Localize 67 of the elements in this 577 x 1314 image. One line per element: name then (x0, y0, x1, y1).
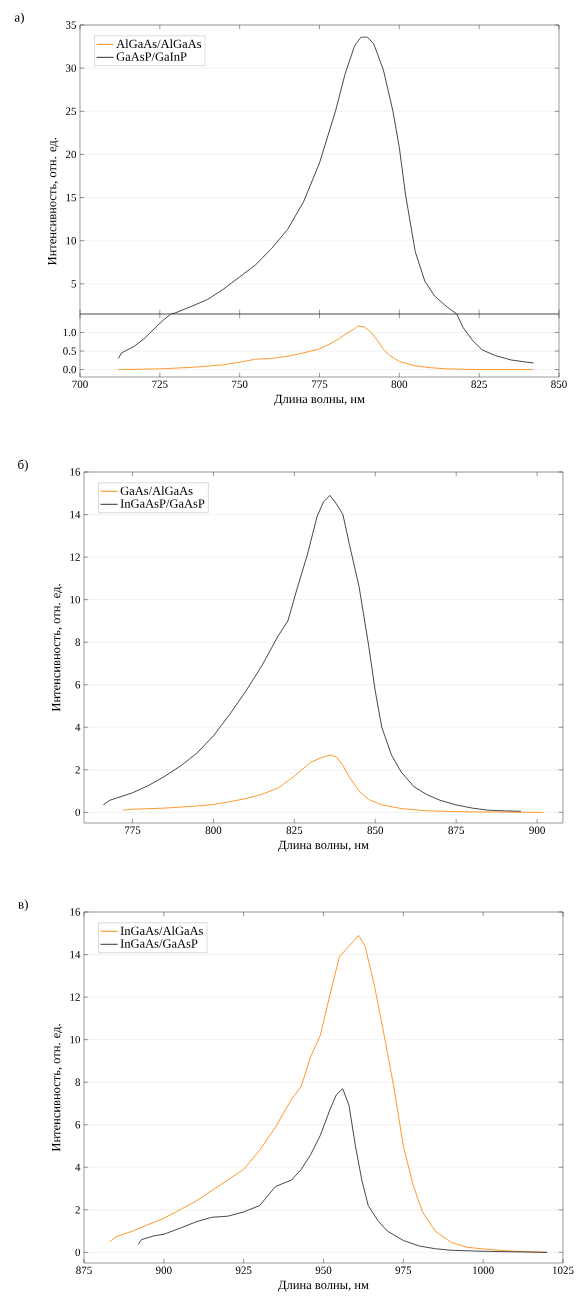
x-tick-label: 1025 (552, 1266, 574, 1274)
line-series (102, 494, 522, 812)
legend-label: AlGaAs/AlGaAs (116, 39, 202, 49)
y-tick-label: 0.0 (63, 365, 77, 374)
x-tick-label: 850 (551, 380, 567, 388)
y-tick-label: 5 (71, 280, 77, 288)
x-axis-title: Длина волны, нм (274, 394, 365, 406)
legend-label: GaAs/AlGaAs (120, 486, 193, 496)
y-axis-title: Интенсивность, отн. ед. (52, 1024, 63, 1152)
chart-title: в) (18, 899, 28, 912)
y-tick-label: 8 (75, 638, 81, 646)
y-tick-label: 12 (70, 553, 80, 561)
x-tick-label: 825 (286, 826, 303, 834)
chart-title: б) (18, 459, 28, 472)
y-tick-label: 8 (75, 1078, 81, 1086)
x-tick-label: 900 (155, 1266, 172, 1274)
line-series (137, 1088, 548, 1253)
y-tick-label: 0 (75, 808, 81, 817)
legend-label: InGaAs/AlGaAs (120, 926, 203, 936)
y-tick-label: 14 (70, 510, 81, 519)
y-axis-title: Интенсивность, отн. ед. (48, 138, 59, 266)
y-tick-label: 10 (70, 1035, 81, 1044)
x-tick-label: 725 (152, 380, 168, 388)
y-tick-label: 4 (75, 723, 81, 731)
line-series (117, 325, 534, 371)
y-tick-label: 16 (70, 468, 81, 476)
x-tick-label: 875 (76, 1266, 92, 1274)
y-tick-label: 4 (75, 1163, 81, 1171)
x-axis-title: Длина волны, нм (278, 840, 369, 852)
x-tick-label: 750 (232, 380, 248, 388)
x-tick-label: 1000 (473, 1266, 494, 1274)
y-tick-label: 10 (66, 236, 77, 245)
x-tick-label: 950 (315, 1266, 332, 1274)
y-tick-label: 6 (75, 1121, 81, 1129)
y-tick-label: 35 (66, 21, 77, 29)
y-tick-label: 20 (65, 150, 77, 159)
x-tick-label: 800 (391, 380, 408, 388)
y-axis-title: Интенсивность, отн. ед. (52, 584, 63, 712)
y-tick-label: 25 (65, 107, 77, 115)
legend-label: InGaAsP/GaAsP (120, 499, 205, 508)
y-tick-label: 14 (70, 950, 81, 959)
x-tick-label: 800 (205, 826, 222, 834)
y-tick-label: 2 (75, 1206, 80, 1214)
legend-label: InGaAs/GaAsP (120, 939, 198, 948)
y-tick-label: 15 (66, 193, 77, 202)
x-tick-label: 850 (367, 826, 384, 834)
y-tick-label: 6 (75, 681, 81, 689)
x-axis-title: Длина волны, нм (278, 1280, 369, 1292)
y-tick-label: 2 (75, 766, 80, 774)
y-tick-label: 12 (70, 993, 80, 1001)
x-tick-label: 825 (471, 380, 487, 388)
y-tick-label: 10 (70, 595, 81, 604)
legend-label: GaAsP/GaInP (116, 52, 187, 61)
line-series (122, 754, 545, 813)
y-tick-label: 0.5 (63, 347, 77, 355)
x-tick-label: 925 (235, 1266, 252, 1274)
x-tick-label: 900 (529, 826, 545, 834)
chart-title: а) (14, 12, 24, 25)
y-tick-label: 30 (66, 64, 77, 72)
x-tick-label: 700 (72, 380, 88, 388)
x-tick-label: 875 (448, 826, 465, 834)
y-tick-label: 1.0 (63, 328, 77, 337)
x-tick-label: 775 (311, 380, 328, 388)
x-tick-label: 775 (125, 826, 141, 834)
y-tick-label: 16 (70, 908, 81, 916)
x-tick-label: 975 (395, 1266, 412, 1274)
y-tick-label: 0 (75, 1248, 81, 1257)
